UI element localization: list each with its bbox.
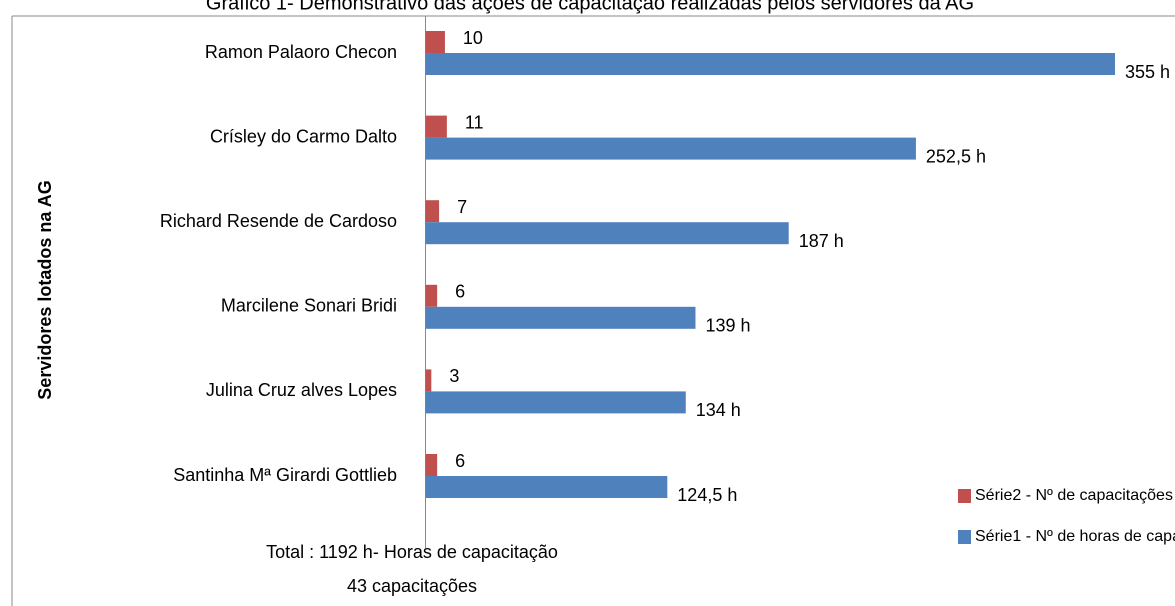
data-label: 139 h [705,316,750,336]
data-label: 134 h [696,400,741,420]
bar [425,31,445,53]
bar [425,369,432,392]
annotation: 43 capacitações [347,576,477,596]
category-label: Richard Resende de Cardoso [160,211,397,231]
data-label: 6 [455,451,465,471]
bar [425,200,440,223]
data-label: 7 [457,197,467,217]
data-label: 252,5 h [926,146,986,166]
data-label: 3 [449,366,459,386]
annotation: Total : 1192 h- Horas de capacitação [266,542,558,562]
bar [425,476,668,498]
category-label: Santinha Mª Girardi Gottlieb [173,465,397,485]
y-axis-label: Servidores lotados na AG [35,180,55,399]
chart-title: Gráfico 1- Demonstrativo das ações de ca… [206,0,974,14]
bar [425,391,686,414]
bar [425,306,696,329]
data-label: 124,5 h [677,485,737,505]
category-label: Ramon Palaoro Checon [205,42,397,62]
bar [425,53,1115,75]
data-label: 355 h [1125,62,1170,82]
bar [425,137,916,160]
bar [425,284,438,307]
bar [425,115,447,138]
legend-swatch [958,530,971,544]
legend-swatch [958,489,971,503]
category-label: Marcilene Sonari Bridi [221,296,397,316]
legend-label: Série2 - Nº de capacitações [975,487,1173,504]
category-label: Julina Cruz alves Lopes [206,380,397,400]
data-label: 187 h [799,231,844,251]
data-label: 10 [463,28,483,48]
category-label: Crísley do Carmo Dalto [210,126,397,146]
data-label: 6 [455,282,465,302]
legend-label: Série1 - Nº de horas de capacitação [975,528,1175,545]
bar [425,454,438,476]
data-label: 11 [465,112,484,132]
bar [425,222,789,245]
